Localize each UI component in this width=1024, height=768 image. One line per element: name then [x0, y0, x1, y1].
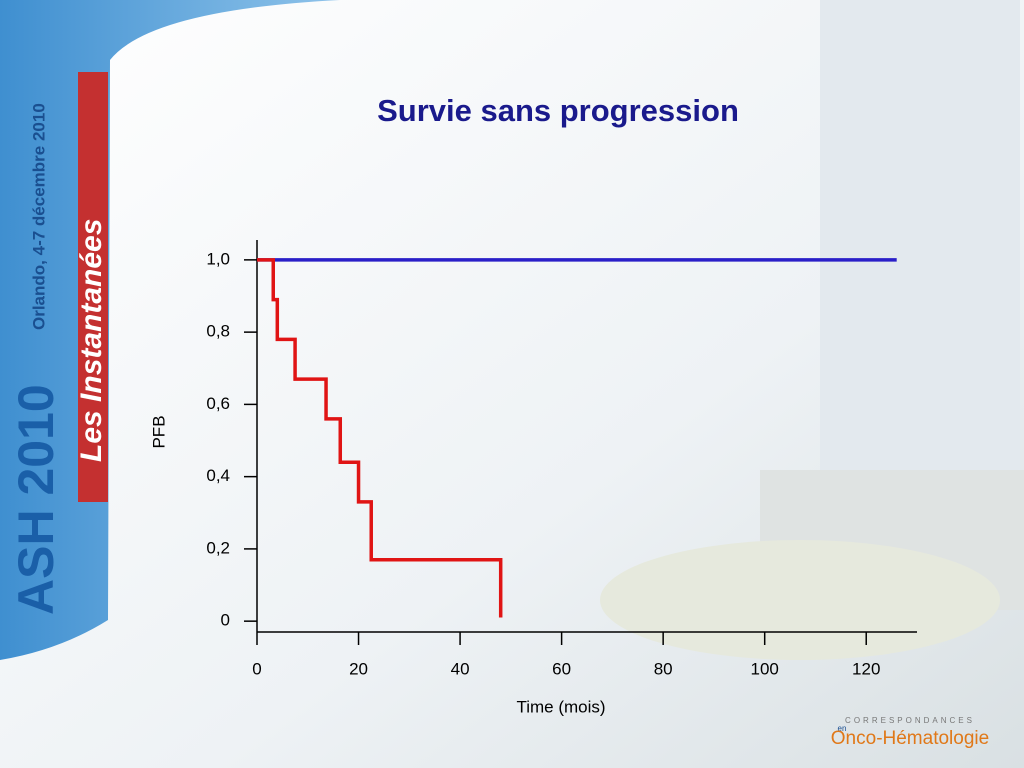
y-tick-label: 0,8 [206, 322, 230, 341]
ribbon [78, 72, 108, 502]
x-tick-label: 20 [349, 659, 368, 678]
y-axis-label: PFB [149, 415, 168, 448]
chart-title: Survie sans progression [377, 93, 739, 128]
y-tick-label: 0 [221, 611, 230, 630]
y-tick-label: 0,2 [206, 538, 230, 557]
logo-mid: en [838, 724, 847, 733]
x-tick-label: 100 [751, 659, 779, 678]
x-tick-label: 120 [852, 659, 880, 678]
subtitle: Les Instantanées [75, 219, 108, 462]
event-name: ASH 2010 [8, 384, 64, 615]
y-tick-label: 1,0 [206, 249, 230, 268]
logo-top: CORRESPONDANCES [845, 716, 975, 725]
building [820, 0, 1020, 500]
x-tick-label: 40 [451, 659, 470, 678]
x-axis-label: Time (mois) [516, 697, 605, 716]
logo-main: Onco-Hématologie [831, 728, 989, 749]
survival-curve [257, 258, 503, 618]
x-tick-label: 0 [252, 659, 261, 678]
y-tick-label: 0,4 [206, 466, 230, 485]
trees [600, 540, 1000, 660]
x-tick-label: 60 [552, 659, 571, 678]
y-tick-label: 0,6 [206, 394, 230, 413]
x-tick-label: 80 [654, 659, 673, 678]
place-date: Orlando, 4-7 décembre 2010 [29, 103, 48, 330]
